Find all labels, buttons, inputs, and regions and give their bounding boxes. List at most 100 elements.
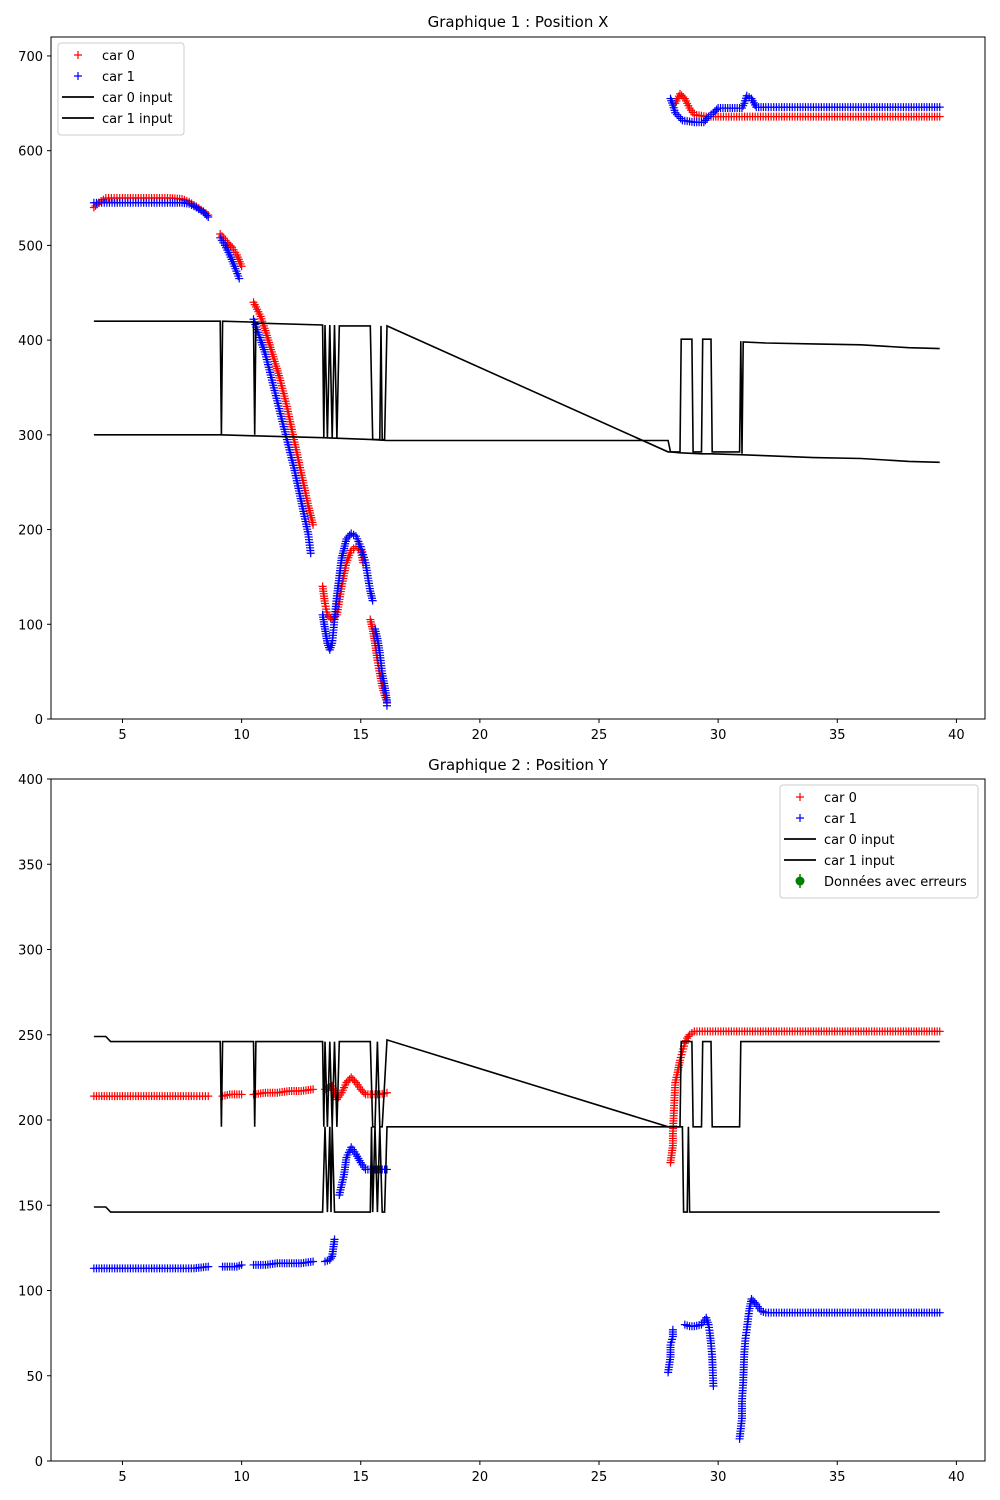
data-point: [935, 1308, 944, 1317]
y-tick-label: 50: [26, 1370, 43, 1385]
data-point: [237, 262, 246, 271]
data-point: [935, 112, 944, 121]
y-tick-label: 400: [18, 773, 43, 788]
data-point: [204, 212, 213, 221]
legend: car 0 car 1 car 0 input car 1 input: [57, 42, 185, 136]
axes-frame: [50, 36, 986, 720]
chart-position-x: Graphique 1 : Position X 5 10 15 20 25 30 35 40…: [18, 13, 986, 743]
data-point: [204, 1092, 213, 1101]
axes-frame: [50, 778, 986, 1462]
legend-label: car 1: [824, 812, 857, 827]
x-tick-label: 20: [472, 728, 489, 743]
x-tick-label: 30: [710, 1470, 727, 1485]
legend-marker: [796, 814, 804, 822]
data-point: [202, 211, 211, 220]
data-point: [368, 596, 377, 605]
data-point: [673, 110, 682, 119]
data-point: [671, 108, 680, 117]
data-point: [326, 1254, 335, 1263]
x-tick-label: 35: [829, 728, 846, 743]
data-point: [712, 105, 721, 114]
series-car-0-input: [93, 1035, 940, 1128]
y-tick-label: 200: [18, 1114, 43, 1129]
x-tick-label: 40: [948, 1470, 965, 1485]
chart-position-y: Graphique 2 : Position Y 5 10 15 20 25 30 35 40…: [18, 756, 986, 1485]
legend-entry: car 1 input: [62, 112, 172, 127]
x-tick-label: 25: [591, 728, 608, 743]
legend-marker: [795, 876, 805, 886]
x-tick-label: 25: [591, 1470, 608, 1485]
y-tick-label: 350: [18, 858, 43, 873]
data-point: [709, 1381, 718, 1390]
legend-label: car 0: [824, 791, 857, 806]
legend-label: car 1 input: [824, 854, 894, 869]
chart-title: Graphique 1 : Position X: [428, 13, 609, 31]
data-point: [935, 1027, 944, 1036]
data-point: [935, 103, 944, 112]
y-tick-label: 100: [18, 618, 43, 633]
x-tick-label: 30: [710, 728, 727, 743]
data-point: [204, 1262, 213, 1271]
legend-label: car 0 input: [102, 91, 172, 106]
x-tick-label: 10: [233, 1470, 250, 1485]
data-point: [684, 1032, 693, 1041]
data-point: [309, 520, 318, 529]
data-point: [309, 1257, 318, 1266]
legend-marker: [796, 793, 804, 801]
legend-entry: car 0 input: [62, 91, 172, 106]
data-point: [306, 549, 315, 558]
series-line: [93, 1126, 940, 1213]
y-tick-label: 300: [18, 429, 43, 444]
series-car-1-input: [93, 1126, 940, 1213]
legend-label: Données avec erreurs: [824, 875, 967, 890]
legend-entry: Données avec erreurs: [795, 874, 967, 890]
y-tick-label: 0: [35, 713, 43, 728]
legend-entry: car 1 input: [784, 854, 894, 869]
legend-entry: car 0: [74, 49, 135, 64]
y-tick-label: 0: [35, 1455, 43, 1470]
data-point: [237, 1260, 246, 1269]
legend-label: car 1 input: [102, 112, 172, 127]
series-car-1-input: [93, 433, 940, 464]
legend-box: [779, 784, 979, 899]
legend-marker: [74, 72, 82, 80]
data-point: [235, 274, 244, 283]
legend-entry: car 0: [796, 791, 857, 806]
data-point: [359, 1088, 368, 1097]
legend-entry: car 0 input: [784, 833, 894, 848]
x-tick-label: 5: [118, 728, 126, 743]
x-tick-label: 15: [352, 1470, 369, 1485]
data-point: [703, 114, 712, 123]
x-tick-label: 10: [233, 728, 250, 743]
y-tick-label: 700: [18, 50, 43, 65]
legend-label: car 0: [102, 49, 135, 64]
plot-area: [89, 89, 944, 710]
series-car-1: [89, 91, 944, 710]
series-line: [93, 1035, 940, 1128]
data-point: [382, 1165, 391, 1174]
y-tick-label: 200: [18, 524, 43, 539]
y-tick-label: 500: [18, 239, 43, 254]
x-tick-label: 5: [118, 1470, 126, 1485]
data-point: [382, 701, 391, 710]
y-tick-label: 400: [18, 334, 43, 349]
x-tick-label: 40: [948, 728, 965, 743]
legend-box: [57, 42, 185, 136]
series-car-1: [89, 1143, 944, 1443]
data-point: [309, 1085, 318, 1094]
chart-title: Graphique 2 : Position Y: [428, 756, 609, 774]
legend-entry: car 1: [796, 812, 857, 827]
x-tick-label: 15: [352, 728, 369, 743]
x-tick-label: 20: [472, 1470, 489, 1485]
legend: car 0 car 1 car 0 input car 1 input Données …: [779, 784, 979, 899]
data-point: [676, 114, 685, 123]
y-tick-label: 100: [18, 1285, 43, 1300]
y-tick-label: 150: [18, 1199, 43, 1214]
x-tick-label: 35: [829, 1470, 846, 1485]
legend-label: car 0 input: [824, 833, 894, 848]
y-tick-label: 300: [18, 944, 43, 959]
data-point: [668, 1325, 677, 1334]
